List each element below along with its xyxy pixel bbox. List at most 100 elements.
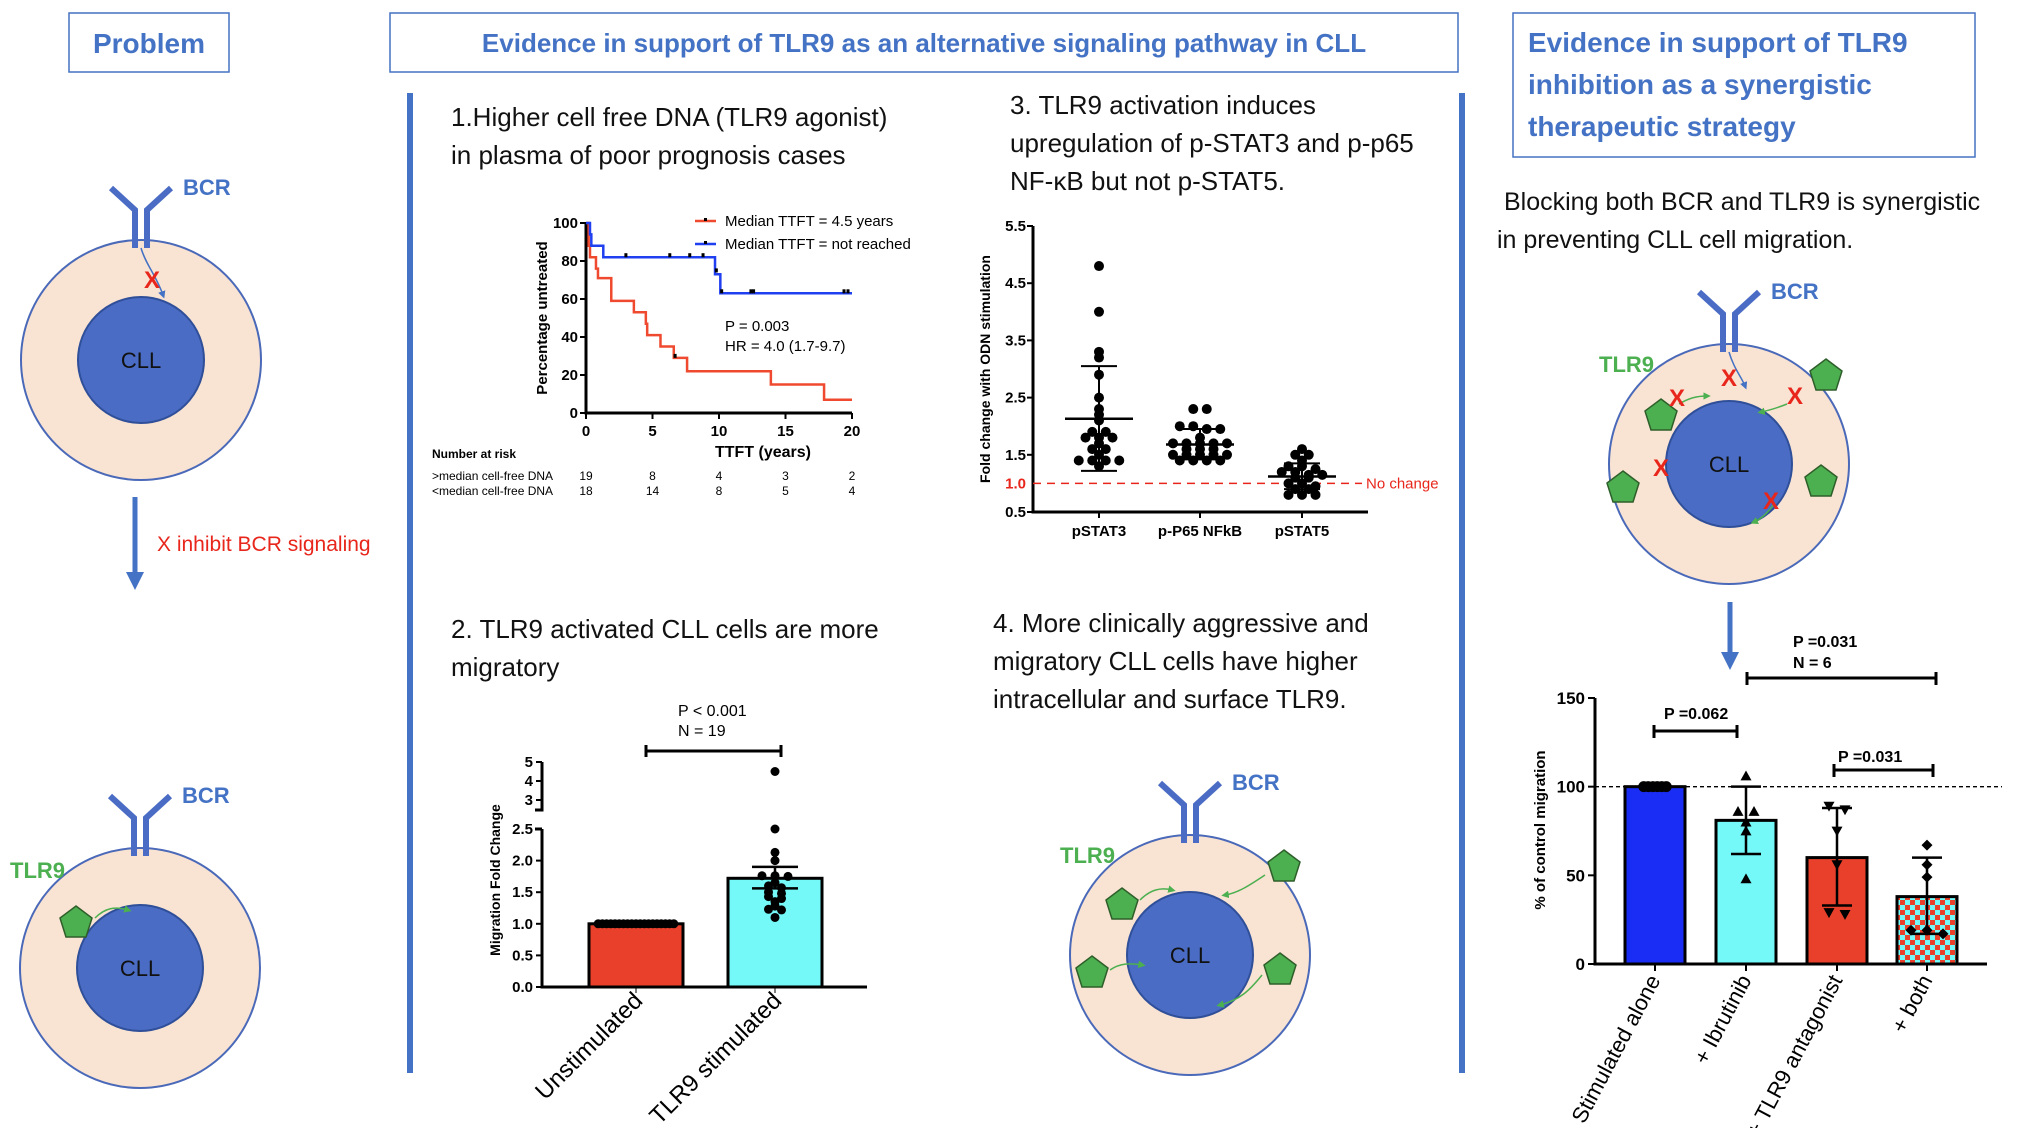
data-point (770, 847, 780, 857)
x-tick-label: + Ibrutinib (1689, 971, 1757, 1069)
legend-censor-mark (704, 241, 707, 244)
y-tick-label: 100 (1557, 778, 1585, 797)
y-tick-label: 5 (525, 754, 533, 771)
stat-annotation: P = 0.003 (725, 318, 789, 335)
data-point (1839, 805, 1851, 816)
strategy-title-line: therapeutic strategy (1528, 111, 1796, 142)
y-tick-label: 40 (561, 329, 578, 346)
data-point (1905, 924, 1917, 936)
inhibit-x-mark: X (1669, 385, 1685, 412)
data-point (1317, 469, 1328, 480)
y-tick-label: 50 (1566, 866, 1585, 885)
data-point (1831, 860, 1843, 871)
data-point (1310, 489, 1321, 500)
censor-mark (720, 289, 724, 294)
signal-arrow-icon (1757, 403, 1788, 415)
evidence-title: Evidence in support of TLR9 as an altern… (482, 28, 1366, 58)
data-point (1937, 928, 1949, 940)
data-point (1921, 924, 1933, 936)
data-point (1188, 404, 1199, 415)
tlr9-label: TLR9 (1060, 843, 1115, 868)
significance-bracket (1745, 672, 1938, 685)
y-tick-label: 0.5 (512, 947, 533, 964)
x-tick-label: + TLR9 antagonist (1741, 971, 1848, 1128)
data-point (1732, 805, 1744, 816)
bcr-label: BCR (182, 783, 230, 808)
data-point (1087, 426, 1098, 437)
x-tick-label: 20 (844, 423, 861, 440)
y-tick-label: 100 (553, 215, 578, 232)
inhibit-x-mark: X (1721, 365, 1737, 392)
bcr-label: BCR (1771, 279, 1819, 304)
censor-mark (714, 268, 718, 273)
y-axis-upper (535, 762, 544, 812)
cll-label: CLL (120, 956, 160, 981)
significance-bracket (644, 745, 783, 757)
risk-value: 4 (716, 469, 723, 483)
tlr9-label: TLR9 (10, 858, 65, 883)
data-point (1201, 404, 1212, 415)
data-point (1208, 449, 1219, 460)
censor-mark (624, 253, 628, 258)
down-arrow-head-icon (126, 572, 144, 590)
x-tick-label: 5 (648, 423, 656, 440)
data-point (770, 824, 780, 834)
bcr-label: BCR (1232, 770, 1280, 795)
data-point (1831, 826, 1843, 837)
tlr9-pentagon-icon (1267, 849, 1301, 882)
data-point (1215, 424, 1226, 435)
data-point (1107, 432, 1118, 443)
down-arrow-head-icon (1721, 652, 1739, 670)
legend-label: Median TTFT = not reached (725, 236, 911, 253)
data-point (770, 856, 780, 866)
y-tick-label: 3 (525, 792, 533, 809)
y-tick-label: 0.5 (1005, 504, 1026, 521)
evidence-item-4-line: intracellular and surface TLR9. (993, 684, 1347, 714)
censor-mark (842, 289, 846, 294)
significance-label: P < 0.001 (678, 703, 747, 720)
x-tick-label: 10 (711, 423, 728, 440)
y-tick-label: 1.5 (512, 884, 533, 901)
significance-bracket (1832, 764, 1935, 777)
y-tick-label: 0 (1576, 955, 1585, 974)
km-chart: 0 20 40 60 80 100 0 5 10 15 20 TTFT (years) Percenta… (432, 213, 911, 498)
signal-arrow-icon (1728, 351, 1748, 390)
data-point (1188, 455, 1199, 466)
risk-value: 8 (716, 484, 723, 498)
data-point (770, 871, 780, 881)
data-point (777, 905, 786, 915)
y-tick-label: 0.0 (512, 979, 533, 996)
data-point (1921, 871, 1933, 883)
data-point (1297, 489, 1307, 500)
data-point (1740, 770, 1752, 781)
censor-mark (701, 253, 705, 258)
cll-cell-dual-blockade: CLL BCR TLR9 X X X X X (1599, 279, 1850, 585)
cll-label: CLL (1170, 943, 1210, 968)
data-point (1094, 306, 1104, 317)
y-tick-label: 80 (561, 253, 578, 270)
data-point (1740, 816, 1752, 827)
x-tick-label: 15 (777, 423, 794, 440)
km-curve-0 (586, 221, 852, 401)
evidence-item-4-line: migratory CLL cells have higher (993, 646, 1358, 676)
data-point (1921, 859, 1933, 871)
data-point (1073, 455, 1084, 466)
data-point (764, 904, 773, 914)
censor-mark (688, 253, 692, 258)
data-point (1114, 455, 1125, 466)
x-tick-label: TLR9 stimulated (645, 987, 788, 1128)
data-point (1168, 449, 1178, 460)
signal-arrow-icon (1221, 874, 1266, 899)
evidence-item-1-line: in plasma of poor prognosis cases (451, 140, 846, 170)
risk-row-label: <median cell-free DNA (432, 484, 553, 498)
y-tick-label: 1.0 (512, 916, 533, 933)
migration-bar-chart: 0.0 0.5 1.0 1.5 2.0 2.5 3 4 5 Migration Fold Chan… (487, 703, 867, 1128)
signal-arrow-icon (140, 247, 166, 299)
y-tick-label: 60 (561, 291, 578, 308)
y-tick-label: 1.5 (1005, 447, 1026, 464)
risk-value: 5 (782, 484, 789, 498)
risk-value: 18 (579, 484, 593, 498)
risk-value: 4 (849, 484, 856, 498)
data-point (1921, 839, 1933, 851)
signal-arrow-icon (1216, 974, 1263, 1008)
